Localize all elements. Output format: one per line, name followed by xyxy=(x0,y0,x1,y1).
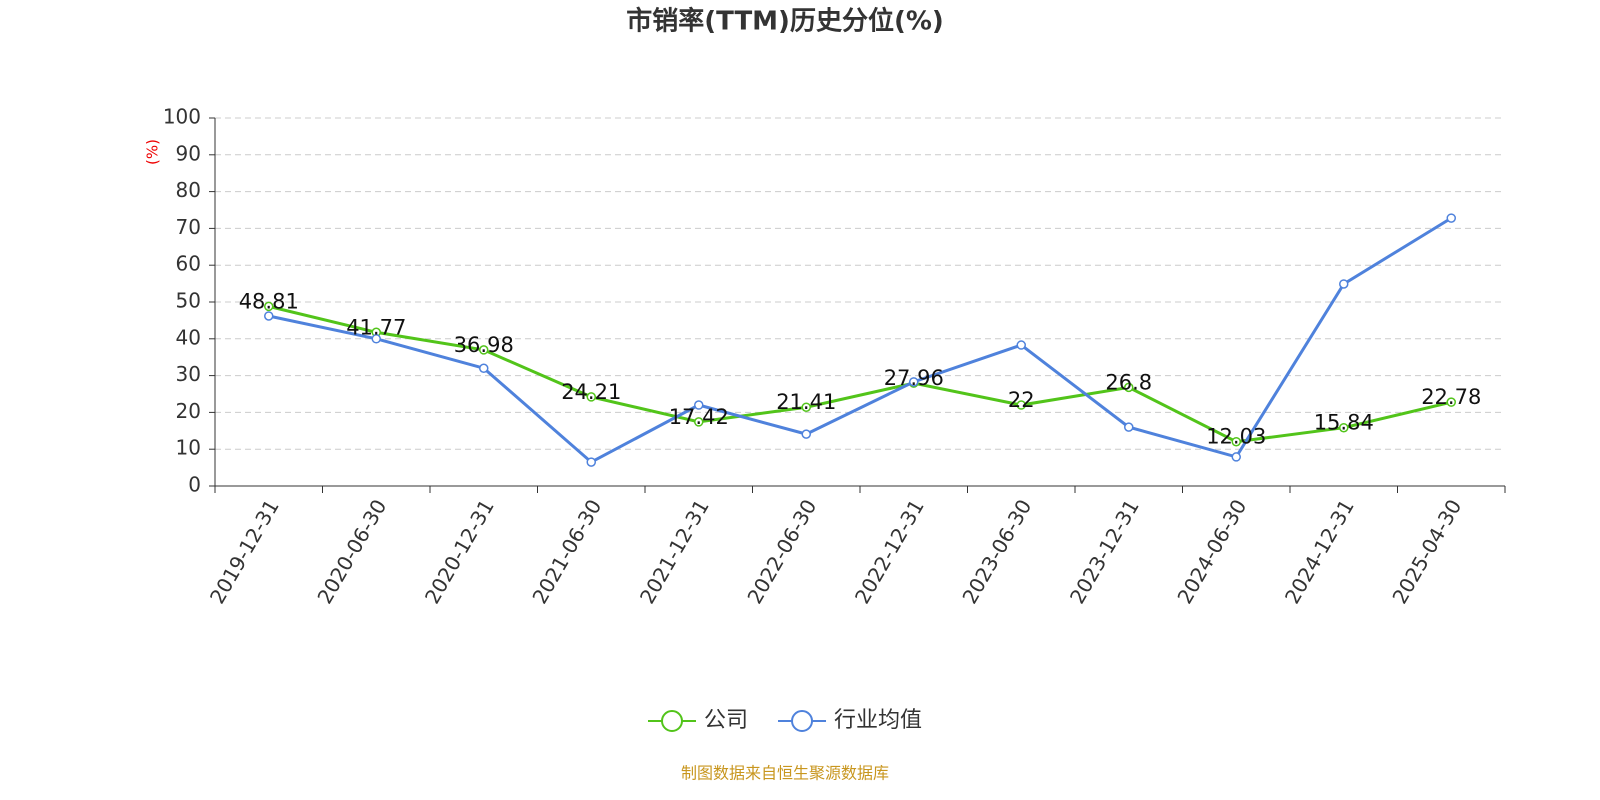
point xyxy=(479,363,489,373)
data-label: 22.78 xyxy=(1421,385,1481,409)
x-tick-label: 2019-12-31 xyxy=(205,495,284,608)
point xyxy=(1339,422,1349,433)
y-tick-label: 90 xyxy=(176,141,201,165)
point xyxy=(586,457,596,467)
y-tick-label: 30 xyxy=(176,362,201,386)
point xyxy=(1016,400,1026,410)
y-tick-label: 10 xyxy=(176,436,201,460)
data-label: 41.77 xyxy=(346,315,406,339)
y-tick-label: 60 xyxy=(176,252,201,276)
x-tick-label: 2020-06-30 xyxy=(312,495,391,608)
point xyxy=(1339,279,1349,289)
y-tick-label: 40 xyxy=(176,325,201,349)
point xyxy=(371,334,381,344)
legend-label: 公司 xyxy=(704,708,748,733)
x-tick-label: 2020-12-31 xyxy=(420,495,499,608)
x-tick-label: 2024-06-30 xyxy=(1172,495,1251,608)
data-label: 22 xyxy=(1008,388,1035,412)
series-line xyxy=(268,216,1453,464)
x-tick-label: 2023-06-30 xyxy=(957,495,1036,608)
data-label: 26.8 xyxy=(1105,370,1152,394)
source-note: 制图数据来自恒生聚源数据库 xyxy=(681,764,889,783)
legend-marker xyxy=(791,710,814,732)
x-tick-label: 2021-12-31 xyxy=(635,495,714,608)
x-tick-label: 2022-12-31 xyxy=(850,495,929,608)
point xyxy=(1231,452,1241,462)
y-tick-label: 50 xyxy=(176,289,201,313)
x-tick-label: 2025-04-30 xyxy=(1387,495,1466,608)
x-tick-label: 2021-06-30 xyxy=(527,495,606,608)
data-label: 24.21 xyxy=(561,380,621,404)
point xyxy=(801,429,811,439)
legend-label: 行业均值 xyxy=(834,708,922,733)
point xyxy=(1016,340,1026,350)
x-tick-label: 2023-12-31 xyxy=(1065,495,1144,608)
data-label: 17.42 xyxy=(669,405,729,429)
point xyxy=(586,392,596,402)
point xyxy=(694,400,704,410)
point xyxy=(479,345,489,355)
chart-title: 市销率(TTM)历史分位(%) xyxy=(626,6,944,37)
y-tick-label: 70 xyxy=(176,215,201,239)
data-label: 48.81 xyxy=(239,289,299,313)
point xyxy=(694,417,704,427)
y-axis-label: (%) xyxy=(144,139,162,165)
data-label: 15.84 xyxy=(1314,411,1374,435)
point xyxy=(1446,213,1456,223)
point xyxy=(801,402,811,412)
data-label: 36.98 xyxy=(454,333,514,357)
series-line xyxy=(268,304,1452,444)
point xyxy=(264,301,274,312)
point xyxy=(1124,422,1134,432)
data-label: 12.03 xyxy=(1206,425,1266,449)
y-tick-label: 100 xyxy=(163,105,201,129)
point xyxy=(1231,436,1241,447)
data-label: 21.41 xyxy=(776,390,836,414)
x-tick-label: 2024-12-31 xyxy=(1280,495,1359,608)
point xyxy=(1124,382,1134,393)
point xyxy=(909,377,919,387)
x-tick-label: 2022-06-30 xyxy=(742,495,821,608)
y-tick-label: 20 xyxy=(176,399,201,423)
data-label: 27.96 xyxy=(884,366,944,390)
point xyxy=(264,311,274,321)
legend-marker xyxy=(661,710,683,732)
y-tick-label: 80 xyxy=(176,178,201,202)
y-tick-label: 0 xyxy=(188,473,201,497)
point xyxy=(1446,397,1456,407)
